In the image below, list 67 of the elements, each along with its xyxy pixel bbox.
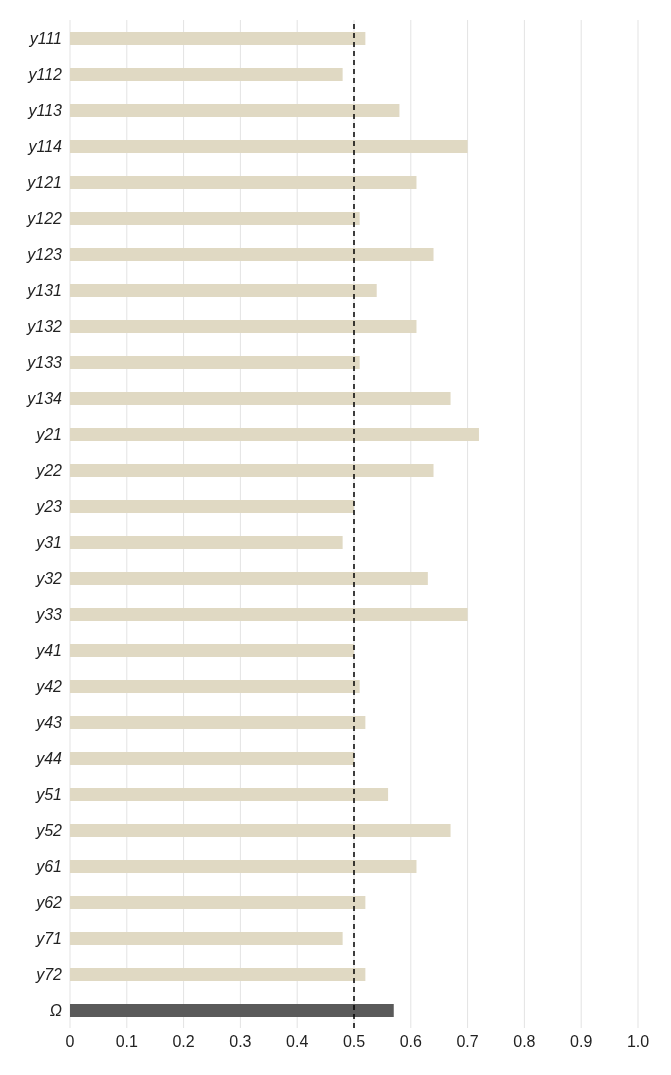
x-tick-label: 0	[65, 1033, 75, 1051]
x-tick-label: 0.5	[342, 1033, 366, 1051]
y-tick-label: y32	[35, 569, 63, 587]
y-tick-label: y112	[27, 65, 63, 83]
y-tick-label: y43	[35, 713, 63, 731]
y-tick-label: y72	[35, 965, 63, 983]
y-tick-label: y44	[35, 749, 63, 767]
x-tick-label: 0.8	[513, 1033, 536, 1051]
y-tick-label: y114	[27, 137, 63, 155]
bar	[70, 644, 354, 657]
x-tick-label: 0.7	[456, 1033, 479, 1051]
bar	[70, 500, 354, 513]
bar	[70, 32, 366, 45]
bar	[70, 860, 417, 873]
bar	[70, 356, 360, 369]
y-tick-label: y111	[28, 29, 62, 47]
bar	[70, 572, 428, 585]
y-tick-label: y41	[35, 641, 62, 659]
bar	[70, 392, 451, 405]
y-tick-label: y132	[26, 317, 63, 335]
bar	[70, 536, 343, 549]
bar	[70, 788, 389, 801]
bar	[70, 932, 343, 945]
y-tick-label: y121	[26, 173, 62, 191]
y-tick-label: y131	[26, 281, 62, 299]
x-tick-label: 1.0	[626, 1033, 650, 1051]
y-tick-label: y71	[35, 929, 62, 947]
bar	[70, 680, 360, 693]
y-tick-label: y122	[26, 209, 63, 227]
y-tick-label: y133	[26, 353, 63, 371]
x-tick-label: 0.3	[229, 1033, 252, 1051]
y-tick-label: y113	[27, 101, 63, 119]
y-tick-label: y22	[35, 461, 63, 479]
y-tick-label: y21	[35, 425, 62, 443]
y-tick-label: y52	[35, 821, 63, 839]
bar	[70, 212, 360, 225]
x-tick-label: 0.6	[399, 1033, 423, 1051]
y-tick-label: y62	[35, 893, 63, 911]
bar	[70, 464, 434, 477]
y-tick-label: y134	[26, 389, 63, 407]
y-tick-label: Ω	[49, 1001, 62, 1019]
bar	[70, 176, 417, 189]
bar	[70, 428, 479, 441]
bar	[70, 104, 400, 117]
bar	[70, 896, 366, 909]
bar	[70, 140, 468, 153]
y-tick-label: y61	[35, 857, 62, 875]
y-tick-label: y42	[35, 677, 63, 695]
x-tick-label: 0.1	[115, 1033, 139, 1051]
y-tick-label: y33	[35, 605, 63, 623]
y-tick-label: y51	[35, 785, 62, 803]
bar	[70, 752, 354, 765]
bar	[70, 320, 417, 333]
bar	[70, 824, 451, 837]
y-tick-label: y23	[35, 497, 63, 515]
bar	[70, 608, 468, 621]
bar	[70, 284, 377, 297]
bar	[70, 716, 366, 729]
x-tick-label: 0.4	[286, 1033, 309, 1051]
bar	[70, 968, 366, 981]
x-tick-label: 0.9	[570, 1033, 593, 1051]
y-tick-label: y123	[26, 245, 63, 263]
bar	[70, 1004, 394, 1017]
bar	[70, 68, 343, 81]
x-tick-label: 0.2	[172, 1033, 195, 1051]
bar	[70, 248, 434, 261]
y-tick-label: y31	[35, 533, 62, 551]
